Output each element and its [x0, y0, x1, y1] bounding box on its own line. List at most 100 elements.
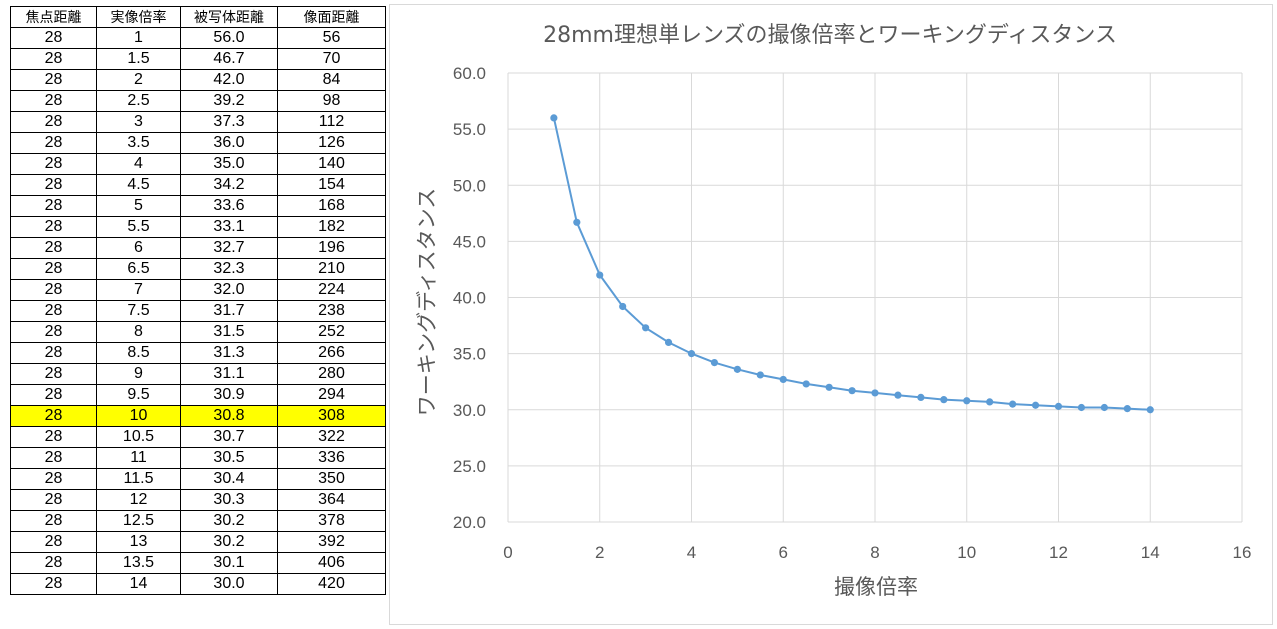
cell-focal-length: 28: [10, 552, 97, 574]
cell-focal-length: 28: [10, 405, 97, 427]
data-point: [1146, 406, 1154, 414]
table-row: 28 7.5 31.7 238: [10, 300, 386, 322]
table-row: 28 11.5 30.4 350: [10, 468, 386, 490]
header-focal-length: 焦点距離: [10, 6, 97, 28]
cell-magnification: 10: [96, 405, 181, 427]
cell-object-distance: 30.0: [180, 573, 278, 595]
table-row: 28 10.5 30.7 322: [10, 426, 386, 448]
x-tick-label: 14: [1141, 543, 1160, 562]
cell-focal-length: 28: [10, 111, 97, 133]
y-tick-label: 25.0: [453, 457, 486, 476]
cell-image-distance: 140: [277, 153, 386, 175]
gridlines: [507, 72, 1243, 523]
data-point: [550, 114, 558, 122]
data-point: [894, 391, 902, 399]
cell-object-distance: 30.4: [180, 468, 278, 490]
chart-title: 28mm理想単レンズの撮像倍率とワーキングディスタンス: [543, 23, 1117, 48]
y-tick-label: 45.0: [453, 232, 486, 251]
cell-magnification: 7: [96, 279, 181, 301]
table-row: 28 4 35.0 140: [10, 153, 386, 175]
x-tick-label: 2: [595, 543, 604, 562]
table-row: 28 14 30.0 420: [10, 573, 386, 595]
cell-image-distance: 392: [277, 531, 386, 553]
data-point: [779, 375, 787, 384]
data-point: [687, 350, 696, 358]
cell-object-distance: 36.0: [180, 132, 278, 154]
data-point: [642, 324, 650, 332]
x-tick-label: 12: [1049, 543, 1068, 562]
cell-focal-length: 28: [10, 153, 97, 175]
x-tick-label: 16: [1233, 543, 1252, 562]
cell-magnification: 4: [96, 153, 181, 175]
table-row: 28 1.5 46.7 70: [10, 48, 386, 70]
cell-image-distance: 322: [277, 426, 386, 448]
cell-object-distance: 30.9: [180, 384, 278, 406]
cell-image-distance: 308: [277, 405, 386, 427]
cell-magnification: 11.5: [96, 468, 181, 490]
table-row: 28 12 30.3 364: [10, 489, 386, 511]
cell-focal-length: 28: [10, 237, 97, 259]
cell-object-distance: 31.7: [180, 300, 278, 322]
y-axis-label: ワーキングディスタンス: [415, 188, 439, 416]
cell-focal-length: 28: [10, 48, 97, 70]
table-row: 28 13.5 30.1 406: [10, 552, 386, 574]
cell-object-distance: 31.5: [180, 321, 278, 343]
cell-magnification: 9: [96, 363, 181, 385]
cell-image-distance: 364: [277, 489, 386, 511]
cell-magnification: 6: [96, 237, 181, 259]
cell-magnification: 8.5: [96, 342, 181, 364]
table-row: 28 6.5 32.3 210: [10, 258, 386, 280]
cell-magnification: 9.5: [96, 384, 181, 406]
cell-magnification: 14: [96, 573, 181, 595]
cell-image-distance: 336: [277, 447, 386, 469]
y-tick-label: 40.0: [453, 289, 486, 308]
data-point: [871, 389, 879, 397]
cell-magnification: 1: [96, 27, 181, 49]
data-point: [802, 380, 810, 388]
data-point: [940, 396, 948, 404]
data-point: [1054, 402, 1063, 410]
cell-image-distance: 84: [277, 69, 386, 91]
cell-object-distance: 42.0: [180, 69, 278, 91]
cell-magnification: 7.5: [96, 300, 181, 322]
table-row: 28 13 30.2 392: [10, 531, 386, 553]
cell-object-distance: 46.7: [180, 48, 278, 70]
cell-focal-length: 28: [10, 363, 97, 385]
cell-magnification: 12.5: [96, 510, 181, 532]
data-point: [848, 387, 856, 395]
table-row: 28 3 37.3 112: [10, 111, 386, 133]
table-row: 28 9 31.1 280: [10, 363, 386, 385]
cell-magnification: 10.5: [96, 426, 181, 448]
series-points: [550, 114, 1154, 414]
data-point: [1100, 403, 1108, 412]
cell-magnification: 13: [96, 531, 181, 553]
table-header-row: 焦点距離 実像倍率 被写体距離 像面距離: [10, 6, 386, 28]
cell-image-distance: 210: [277, 258, 386, 280]
cell-focal-length: 28: [10, 447, 97, 469]
header-magnification: 実像倍率: [96, 6, 181, 28]
cell-magnification: 2: [96, 69, 181, 91]
cell-image-distance: 168: [277, 195, 386, 217]
y-tick-label: 60.0: [453, 64, 486, 83]
cell-object-distance: 39.2: [180, 90, 278, 112]
x-tick-label: 8: [870, 543, 879, 562]
table-row: 28 5.5 33.1 182: [10, 216, 386, 238]
data-point: [664, 338, 673, 346]
cell-image-distance: 406: [277, 552, 386, 574]
cell-image-distance: 56: [277, 27, 386, 49]
x-axis-label: 撮像倍率: [834, 575, 918, 599]
cell-focal-length: 28: [10, 27, 97, 49]
cell-image-distance: 420: [277, 573, 386, 595]
cell-image-distance: 182: [277, 216, 386, 238]
table-row: 28 6 32.7 196: [10, 237, 386, 259]
table-row: 28 9.5 30.9 294: [10, 384, 386, 406]
cell-object-distance: 32.7: [180, 237, 278, 259]
cell-object-distance: 30.5: [180, 447, 278, 469]
cell-focal-length: 28: [10, 384, 97, 406]
cell-focal-length: 28: [10, 531, 97, 553]
table-row: 28 3.5 36.0 126: [10, 132, 386, 154]
table-row: 28 1 56.0 56: [10, 27, 386, 49]
data-point: [596, 271, 604, 279]
cell-magnification: 5.5: [96, 216, 181, 238]
table-row: 28 4.5 34.2 154: [10, 174, 386, 196]
